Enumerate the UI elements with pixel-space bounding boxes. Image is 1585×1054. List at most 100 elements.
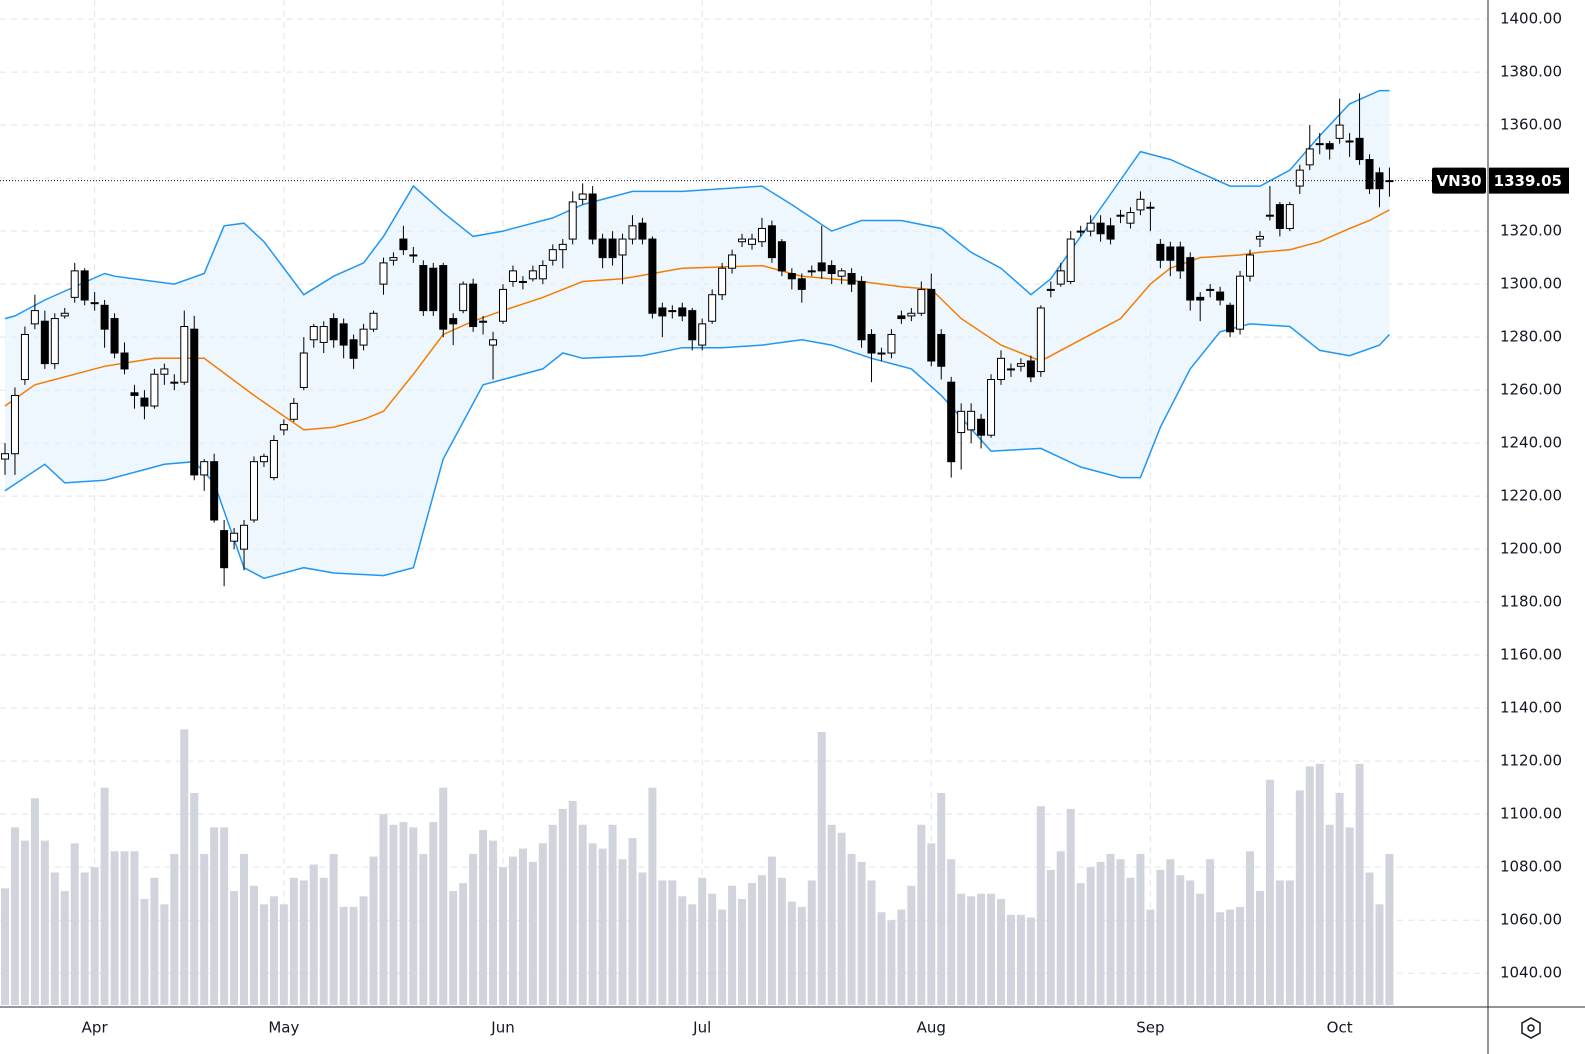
volume-bar bbox=[499, 867, 507, 1005]
volume-bar bbox=[777, 877, 786, 1005]
candle-body bbox=[518, 280, 527, 283]
candle-body bbox=[419, 265, 428, 312]
volume-bar bbox=[1305, 766, 1314, 1005]
candle-body bbox=[1265, 214, 1274, 217]
candle-body bbox=[1076, 230, 1085, 233]
y-tick-label: 1160.00 bbox=[1500, 646, 1562, 664]
volume-bar bbox=[897, 909, 906, 1005]
volume-bar bbox=[578, 824, 587, 1005]
settings-hex[interactable] bbox=[1521, 1017, 1541, 1039]
volume-bar bbox=[708, 893, 717, 1005]
volume-bar bbox=[1226, 909, 1235, 1005]
candle-body bbox=[1295, 169, 1304, 187]
candle-body bbox=[339, 323, 348, 346]
candle-body bbox=[40, 320, 49, 365]
volume-bar bbox=[389, 824, 398, 1005]
volume-bar bbox=[479, 830, 488, 1005]
volume-bar bbox=[1086, 867, 1095, 1005]
volume-bar bbox=[508, 856, 517, 1005]
candle-body bbox=[289, 402, 298, 420]
volume-bar bbox=[150, 877, 159, 1005]
volume-bar bbox=[927, 843, 936, 1005]
candle-body bbox=[797, 278, 806, 290]
candle-body bbox=[887, 333, 896, 354]
volume-bar bbox=[399, 822, 408, 1005]
volume-bar bbox=[867, 880, 876, 1005]
candle-body bbox=[240, 524, 249, 550]
candle-body bbox=[917, 288, 926, 314]
candle-body bbox=[1305, 148, 1314, 166]
volume-bar bbox=[269, 896, 278, 1005]
volume-bar bbox=[1265, 779, 1274, 1005]
candle-body bbox=[100, 304, 109, 330]
volume-bar bbox=[200, 853, 209, 1005]
last-price-label: 1339.05 bbox=[1494, 172, 1562, 190]
candle-body bbox=[210, 461, 219, 521]
candle-body bbox=[1036, 307, 1045, 373]
candle-body bbox=[1216, 291, 1225, 301]
volume-bar bbox=[349, 906, 358, 1005]
candle-body bbox=[608, 238, 617, 259]
volume-bar bbox=[987, 893, 996, 1005]
volume-bar bbox=[1295, 790, 1304, 1005]
candle-body bbox=[578, 193, 587, 200]
candle-body bbox=[897, 315, 906, 320]
volume-bar bbox=[1335, 792, 1344, 1005]
volume-bar bbox=[160, 904, 169, 1005]
candle-body bbox=[259, 455, 268, 463]
y-tick-label: 1240.00 bbox=[1500, 434, 1562, 452]
volume-bar bbox=[887, 920, 896, 1005]
candle-body bbox=[1006, 368, 1015, 371]
candle-body bbox=[170, 381, 179, 384]
y-tick-label: 1360.00 bbox=[1500, 116, 1562, 134]
volume-bar bbox=[140, 898, 149, 1005]
candle-body bbox=[588, 193, 597, 240]
volume-bar bbox=[1146, 909, 1155, 1005]
volume-bar bbox=[359, 896, 368, 1005]
settings-icon[interactable] bbox=[1521, 1017, 1541, 1039]
volume-bar bbox=[20, 840, 29, 1005]
candle-body bbox=[977, 418, 986, 436]
candle-body bbox=[1126, 212, 1135, 224]
volume-bar bbox=[1385, 853, 1394, 1005]
candle-body bbox=[718, 267, 727, 296]
labels: 1040.00 1060.00 1080.00 1100.00 1120.00 1140.… bbox=[0, 10, 1569, 1037]
volume-bar bbox=[240, 853, 249, 1005]
candle-body bbox=[230, 532, 239, 542]
volume-bar bbox=[489, 840, 498, 1005]
volume-bar bbox=[1076, 883, 1085, 1005]
volume-bar bbox=[439, 787, 448, 1005]
candle-body bbox=[1226, 304, 1235, 333]
volume-bar bbox=[130, 851, 139, 1005]
volume-bar bbox=[449, 891, 458, 1005]
y-tick-label: 1260.00 bbox=[1500, 381, 1562, 399]
volume-bar bbox=[807, 880, 816, 1005]
volume-bar bbox=[658, 880, 667, 1005]
volume-bar bbox=[1, 888, 9, 1005]
volume-bar bbox=[1126, 877, 1135, 1005]
candle-body bbox=[329, 318, 338, 341]
candle-body bbox=[628, 225, 637, 240]
volume-bar bbox=[120, 851, 129, 1005]
volume-bar bbox=[698, 877, 707, 1005]
candle-body bbox=[1246, 254, 1254, 277]
candle-body bbox=[1066, 238, 1075, 282]
candle-body bbox=[1196, 296, 1205, 301]
y-tick-label: 1380.00 bbox=[1500, 63, 1562, 81]
candle-body bbox=[90, 302, 99, 305]
volume-bar bbox=[678, 896, 687, 1005]
volume-bar bbox=[429, 822, 438, 1005]
candles bbox=[1, 93, 1394, 587]
candle-body bbox=[967, 410, 976, 431]
volume-bar bbox=[797, 906, 806, 1005]
settings-dot[interactable] bbox=[1527, 1024, 1535, 1032]
y-tick-label: 1140.00 bbox=[1500, 699, 1562, 717]
candle-body bbox=[1056, 270, 1065, 285]
candle-body bbox=[1255, 235, 1264, 240]
y-tick-label: 1100.00 bbox=[1500, 805, 1562, 823]
volume-bar bbox=[30, 798, 39, 1005]
candle-body bbox=[1325, 143, 1334, 150]
candle-body bbox=[309, 326, 318, 341]
volume-bar bbox=[738, 898, 747, 1005]
y-tick-label: 1320.00 bbox=[1500, 222, 1562, 240]
